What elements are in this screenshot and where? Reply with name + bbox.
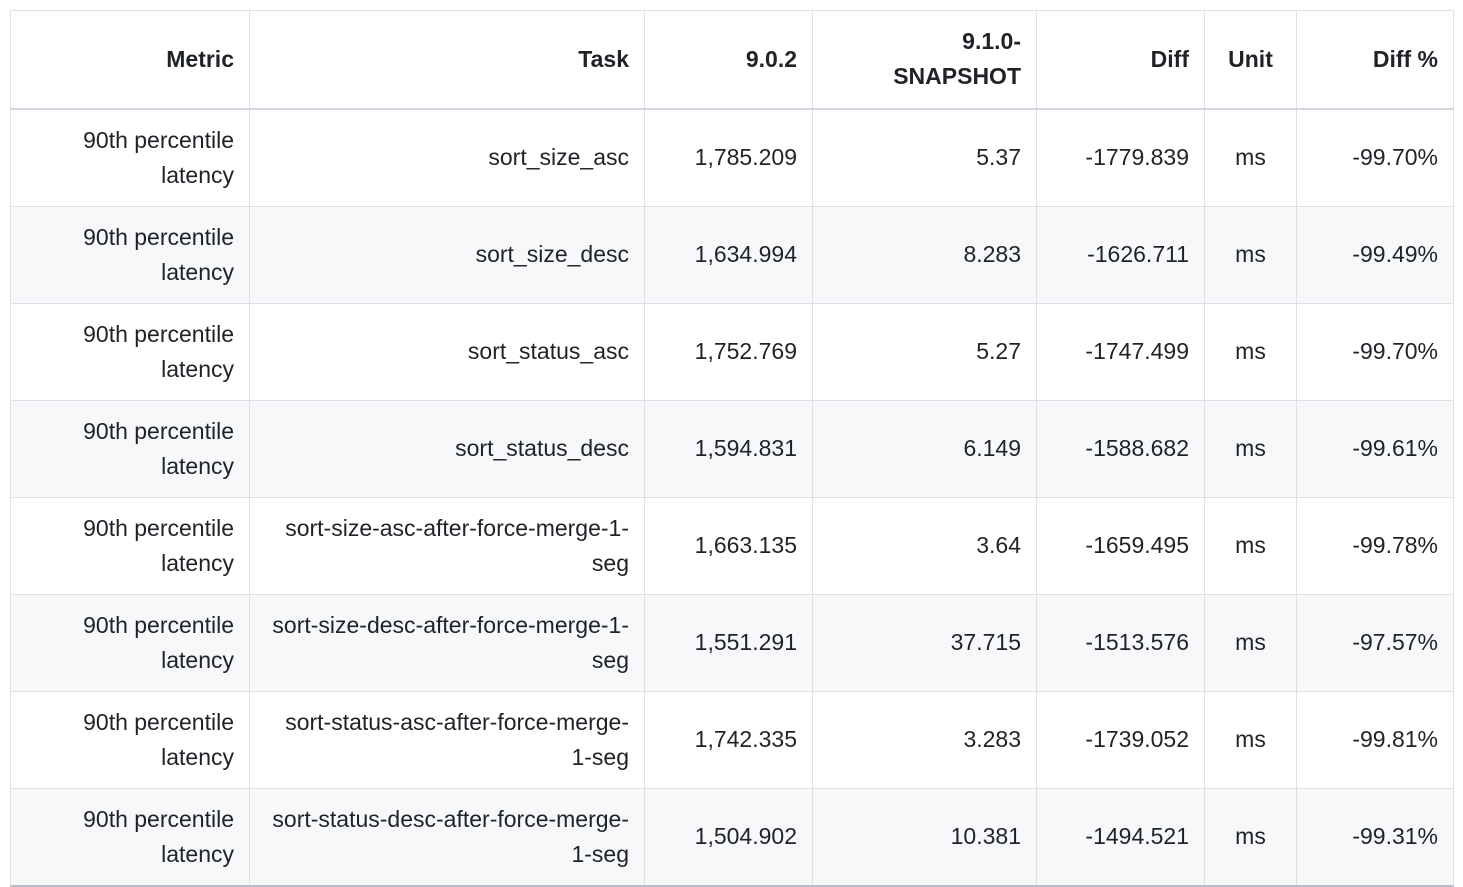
- cell-metric: 90th percentile latency: [10, 496, 250, 595]
- cell-metric: 90th percentile latency: [10, 787, 250, 887]
- cell-baseline-9-0-2: 1,634.994: [644, 205, 813, 304]
- cell-diff-pct: -99.31%: [1296, 787, 1454, 887]
- cell-baseline-9-0-2: 1,663.135: [644, 496, 813, 595]
- table-row: 90th percentile latency sort_status_asc 1,…: [10, 302, 1454, 401]
- cell-unit: ms: [1204, 787, 1297, 887]
- table-row: 90th percentile latency sort-status-desc-…: [10, 787, 1454, 887]
- cell-unit: ms: [1204, 690, 1297, 789]
- cell-unit: ms: [1204, 399, 1297, 498]
- cell-unit: ms: [1204, 496, 1297, 595]
- cell-task: sort_status_asc: [249, 302, 645, 401]
- cell-diff-pct: -97.57%: [1296, 593, 1454, 692]
- cell-task: sort-status-desc-after-force-merge-1-seg: [249, 787, 645, 887]
- table-row: 90th percentile latency sort-status-asc-a…: [10, 690, 1454, 789]
- cell-diff: -1659.495: [1036, 496, 1205, 595]
- cell-task: sort-status-asc-after-force-merge-1-seg: [249, 690, 645, 789]
- cell-diff-pct: -99.70%: [1296, 302, 1454, 401]
- cell-contender-9-1-0-snapshot: 10.381: [812, 787, 1037, 887]
- cell-baseline-9-0-2: 1,742.335: [644, 690, 813, 789]
- cell-contender-9-1-0-snapshot: 8.283: [812, 205, 1037, 304]
- header-row: Metric Task 9.0.2 9.1.0-SNAPSHOT Diff Unit Dif…: [10, 10, 1454, 110]
- cell-unit: ms: [1204, 302, 1297, 401]
- cell-baseline-9-0-2: 1,504.902: [644, 787, 813, 887]
- column-header-diff: Diff %: [1296, 10, 1454, 110]
- cell-task: sort_size_desc: [249, 205, 645, 304]
- cell-metric: 90th percentile latency: [10, 593, 250, 692]
- cell-diff: -1779.839: [1036, 108, 1205, 207]
- cell-task: sort-size-desc-after-force-merge-1-seg: [249, 593, 645, 692]
- cell-metric: 90th percentile latency: [10, 205, 250, 304]
- table-row: 90th percentile latency sort_size_asc 1,78…: [10, 108, 1454, 207]
- cell-task: sort_size_asc: [249, 108, 645, 207]
- cell-diff: -1494.521: [1036, 787, 1205, 887]
- cell-contender-9-1-0-snapshot: 5.27: [812, 302, 1037, 401]
- cell-diff: -1588.682: [1036, 399, 1205, 498]
- column-header-metric: Metric: [10, 10, 250, 110]
- cell-diff-pct: -99.61%: [1296, 399, 1454, 498]
- cell-diff-pct: -99.70%: [1296, 108, 1454, 207]
- cell-task: sort_status_desc: [249, 399, 645, 498]
- column-header-9-1-0-snapshot: 9.1.0-SNAPSHOT: [812, 10, 1037, 110]
- cell-contender-9-1-0-snapshot: 3.283: [812, 690, 1037, 789]
- cell-diff-pct: -99.81%: [1296, 690, 1454, 789]
- cell-unit: ms: [1204, 205, 1297, 304]
- cell-contender-9-1-0-snapshot: 6.149: [812, 399, 1037, 498]
- table-row: 90th percentile latency sort-size-asc-aft…: [10, 496, 1454, 595]
- table-header: Metric Task 9.0.2 9.1.0-SNAPSHOT Diff Unit Dif…: [10, 10, 1454, 110]
- cell-diff: -1747.499: [1036, 302, 1205, 401]
- column-header-label: Metric: [166, 45, 234, 72]
- cell-baseline-9-0-2: 1,752.769: [644, 302, 813, 401]
- column-header-diff: Diff: [1036, 10, 1205, 110]
- cell-task: sort-size-asc-after-force-merge-1-seg: [249, 496, 645, 595]
- column-header-label: Task: [578, 45, 629, 72]
- cell-contender-9-1-0-snapshot: 37.715: [812, 593, 1037, 692]
- cell-diff: -1513.576: [1036, 593, 1205, 692]
- column-header-label: 9.0.2: [745, 45, 797, 72]
- cell-diff: -1739.052: [1036, 690, 1205, 789]
- cell-baseline-9-0-2: 1,785.209: [644, 108, 813, 207]
- cell-contender-9-1-0-snapshot: 5.37: [812, 108, 1037, 207]
- cell-metric: 90th percentile latency: [10, 399, 250, 498]
- table-body: 90th percentile latency sort_size_asc 1,78…: [10, 108, 1454, 887]
- column-header-label: 9.1.0-SNAPSHOT: [893, 28, 1021, 90]
- cell-metric: 90th percentile latency: [10, 690, 250, 789]
- cell-contender-9-1-0-snapshot: 3.64: [812, 496, 1037, 595]
- cell-baseline-9-0-2: 1,551.291: [644, 593, 813, 692]
- cell-metric: 90th percentile latency: [10, 302, 250, 401]
- cell-unit: ms: [1204, 593, 1297, 692]
- benchmark-results-table: Metric Task 9.0.2 9.1.0-SNAPSHOT Diff Unit Dif…: [10, 10, 1454, 887]
- column-header-task: Task: [249, 10, 645, 110]
- column-header-unit: Unit: [1204, 10, 1297, 110]
- column-header-9-0-2: 9.0.2: [644, 10, 813, 110]
- column-header-label: Diff: [1150, 45, 1189, 72]
- cell-baseline-9-0-2: 1,594.831: [644, 399, 813, 498]
- cell-unit: ms: [1204, 108, 1297, 207]
- cell-diff: -1626.711: [1036, 205, 1205, 304]
- column-header-label: Unit: [1228, 45, 1273, 72]
- cell-metric: 90th percentile latency: [10, 108, 250, 207]
- cell-diff-pct: -99.49%: [1296, 205, 1454, 304]
- table-row: 90th percentile latency sort_status_desc 1…: [10, 399, 1454, 498]
- table-row: 90th percentile latency sort_size_desc 1,6…: [10, 205, 1454, 304]
- column-header-label: Diff %: [1372, 45, 1438, 72]
- cell-diff-pct: -99.78%: [1296, 496, 1454, 595]
- table-row: 90th percentile latency sort-size-desc-af…: [10, 593, 1454, 692]
